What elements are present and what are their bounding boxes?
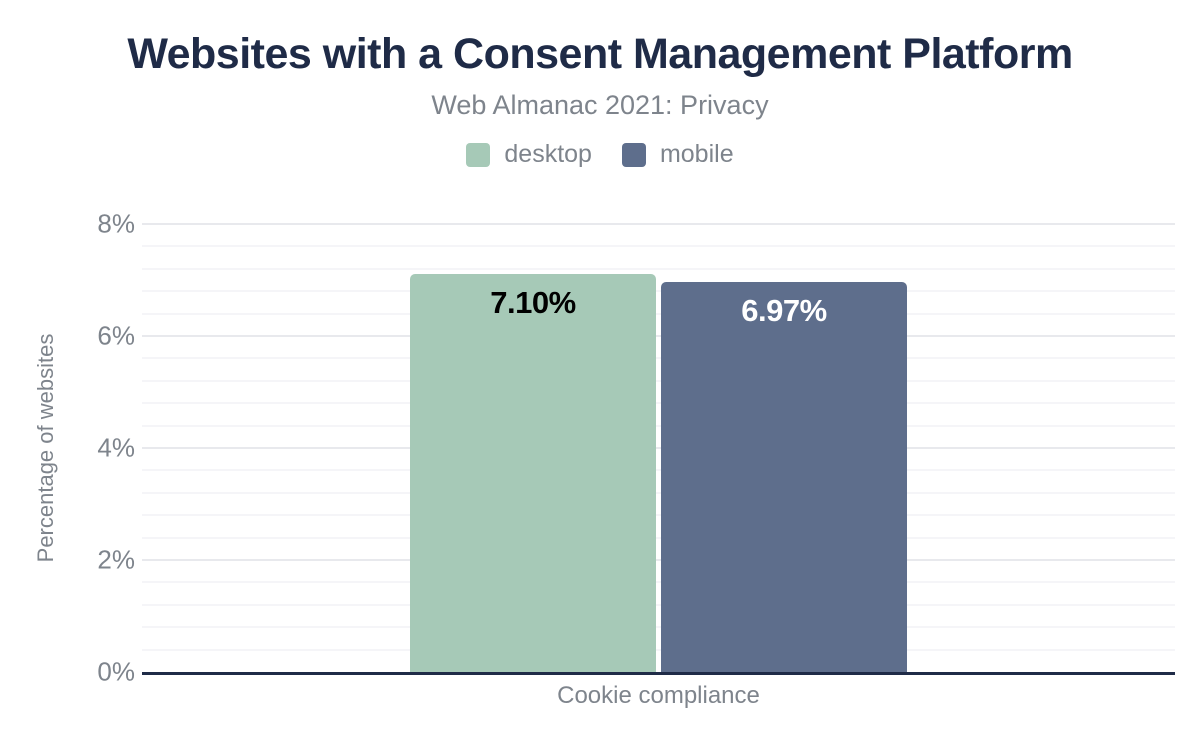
y-tick-label: 0% <box>97 656 135 687</box>
minor-gridline <box>142 536 1175 539</box>
x-axis-category-label: Cookie compliance <box>557 682 760 709</box>
legend-item-mobile: mobile <box>621 140 734 169</box>
legend-item-desktop: desktop <box>466 140 592 169</box>
bar-mobile[interactable]: 6.97% <box>661 281 907 672</box>
bar-value-label-mobile: 6.97% <box>741 292 827 328</box>
mobile-swatch-icon <box>621 142 646 167</box>
minor-gridline <box>142 626 1175 629</box>
plot-area: 0% 2% 4% 6% 8% 7.10% 6.97% <box>97 209 1175 687</box>
minor-gridline <box>142 514 1175 517</box>
bar-value-label-desktop: 7.10% <box>490 285 576 321</box>
chart-title: Websites with a Consent Management Platf… <box>127 30 1073 78</box>
y-axis-ticks: 0% 2% 4% 6% 8% <box>0 209 135 687</box>
minor-gridline <box>142 581 1175 584</box>
major-gridline <box>142 559 1175 561</box>
y-tick-label: 2% <box>97 544 135 575</box>
legend: desktop mobile <box>0 140 1200 169</box>
minor-gridline <box>142 603 1175 606</box>
minor-gridline <box>142 402 1175 405</box>
minor-gridline <box>142 245 1175 248</box>
minor-gridline <box>142 312 1175 315</box>
minor-gridline <box>142 357 1175 360</box>
desktop-swatch-icon <box>466 142 491 167</box>
legend-label-mobile: mobile <box>659 140 734 168</box>
minor-gridline <box>142 379 1175 382</box>
legend-label-desktop: desktop <box>504 140 592 168</box>
bar-desktop[interactable]: 7.10% <box>410 274 656 672</box>
minor-gridline <box>142 491 1175 494</box>
minor-gridline <box>142 290 1175 293</box>
major-gridline <box>142 447 1175 449</box>
y-tick-label: 4% <box>97 432 135 463</box>
major-gridline <box>142 335 1175 337</box>
minor-gridline <box>142 424 1175 427</box>
y-tick-label: 6% <box>97 320 135 351</box>
minor-gridline <box>142 648 1175 651</box>
minor-gridline <box>142 469 1175 472</box>
chart-subtitle: Web Almanac 2021: Privacy <box>431 90 769 120</box>
major-gridline <box>142 223 1175 225</box>
minor-gridline <box>142 267 1175 270</box>
y-tick-label: 8% <box>97 208 135 239</box>
